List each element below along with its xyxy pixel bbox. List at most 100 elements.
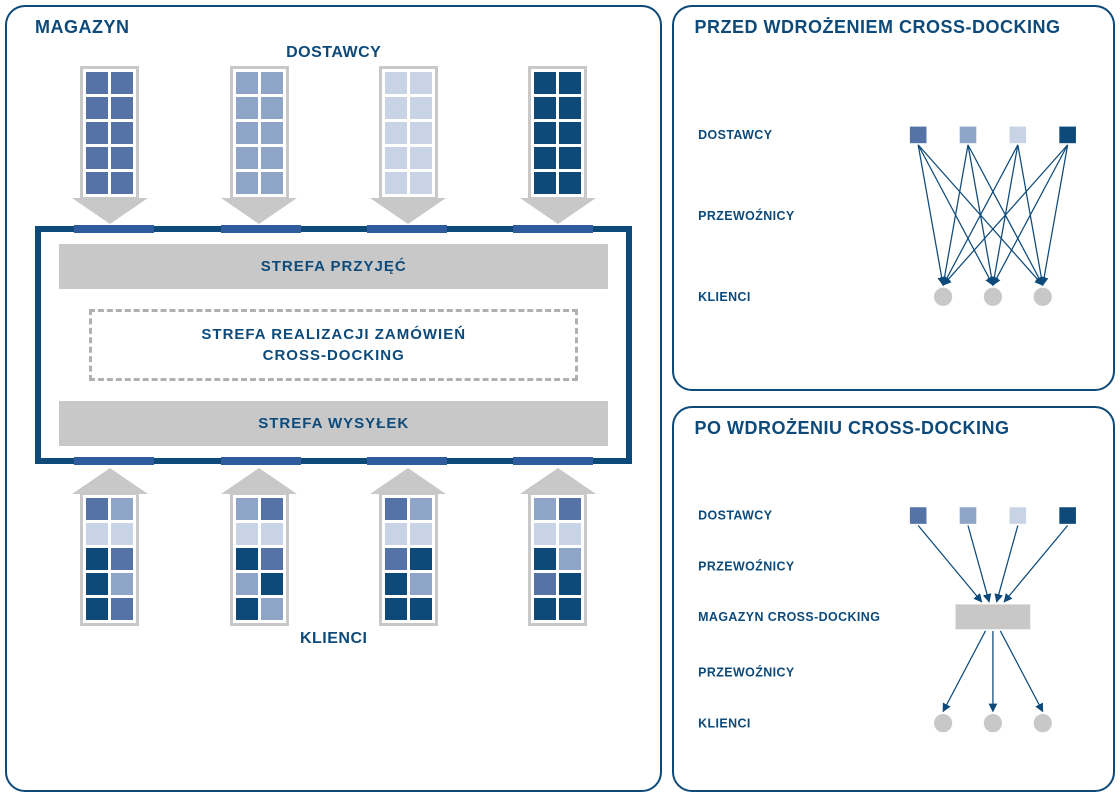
cargo-cell bbox=[559, 97, 581, 119]
flow-arrow bbox=[944, 145, 1069, 285]
supplier-node bbox=[1010, 127, 1027, 144]
cargo-cell bbox=[261, 122, 283, 144]
cargo-cell bbox=[86, 147, 108, 169]
after-network-diagram: DOSTAWCYPRZEWOŹNICYMAGAZYN CROSS-DOCKING… bbox=[694, 445, 1093, 797]
cargo-cell bbox=[111, 122, 133, 144]
cargo-cell bbox=[559, 498, 581, 520]
truck bbox=[72, 468, 148, 626]
flow-arrow bbox=[1043, 145, 1068, 285]
dock bbox=[513, 457, 593, 465]
cargo-cell bbox=[385, 147, 407, 169]
zone-shipping: STREFA WYSYŁEK bbox=[59, 401, 608, 446]
cargo-cell bbox=[236, 548, 258, 570]
cargo-cell bbox=[111, 172, 133, 194]
cargo-cell bbox=[385, 548, 407, 570]
cargo-cell bbox=[261, 147, 283, 169]
before-title: PRZED WDROŻENIEM CROSS-DOCKING bbox=[694, 17, 1093, 38]
warehouse-panel: MAGAZYN DOSTAWCY STREFA PRZYJĘĆ STREFA R… bbox=[5, 5, 662, 792]
cargo-cell bbox=[86, 498, 108, 520]
arrow-down-icon bbox=[370, 198, 446, 224]
diagram-label: DOSTAWCY bbox=[699, 128, 774, 142]
client-node bbox=[1034, 288, 1052, 306]
truck bbox=[370, 468, 446, 626]
cargo-cell bbox=[236, 498, 258, 520]
cargo-cell bbox=[385, 573, 407, 595]
cargo-cell bbox=[236, 122, 258, 144]
truck bbox=[520, 66, 596, 224]
after-panel: PO WDROŻENIU CROSS-DOCKING DOSTAWCYPRZEW… bbox=[672, 406, 1115, 792]
cargo-grid bbox=[528, 66, 587, 200]
flow-arrow bbox=[1001, 631, 1043, 712]
cargo-cell bbox=[111, 97, 133, 119]
client-node bbox=[984, 288, 1002, 306]
cargo-cell bbox=[534, 172, 556, 194]
flow-arrow bbox=[944, 145, 969, 285]
dock bbox=[74, 225, 154, 233]
cargo-cell bbox=[410, 523, 432, 545]
cargo-cell bbox=[385, 523, 407, 545]
cargo-cell bbox=[559, 147, 581, 169]
cargo-cell bbox=[111, 523, 133, 545]
flow-arrow bbox=[919, 145, 944, 285]
cargo-cell bbox=[236, 147, 258, 169]
cargo-cell bbox=[111, 147, 133, 169]
diagram-label: PRZEWOŹNICY bbox=[699, 558, 796, 573]
cargo-grid bbox=[230, 492, 289, 626]
supplier-node bbox=[1060, 127, 1077, 144]
warehouse-frame: STREFA PRZYJĘĆ STREFA REALIZACJI ZAMÓWIE… bbox=[35, 226, 632, 464]
shipping-docks bbox=[41, 457, 626, 465]
cargo-grid bbox=[230, 66, 289, 200]
dock bbox=[367, 225, 447, 233]
suppliers-label: DOSTAWCY bbox=[35, 44, 632, 62]
cargo-cell bbox=[111, 573, 133, 595]
truck bbox=[221, 468, 297, 626]
cargo-cell bbox=[86, 548, 108, 570]
dock bbox=[74, 457, 154, 465]
supplier-node bbox=[910, 127, 927, 144]
cargo-cell bbox=[86, 573, 108, 595]
cargo-cell bbox=[534, 548, 556, 570]
diagram-label: KLIENCI bbox=[699, 716, 752, 730]
cargo-cell bbox=[111, 72, 133, 94]
cargo-cell bbox=[410, 122, 432, 144]
arrow-up-icon bbox=[221, 468, 297, 494]
cargo-cell bbox=[410, 573, 432, 595]
dock bbox=[221, 225, 301, 233]
after-title: PO WDROŻENIU CROSS-DOCKING bbox=[694, 418, 1093, 439]
cargo-cell bbox=[410, 97, 432, 119]
zone-cross-docking: STREFA REALIZACJI ZAMÓWIEŃ CROSS-DOCKING bbox=[89, 309, 578, 381]
cargo-cell bbox=[261, 523, 283, 545]
diagram-label: PRZEWOŹNICY bbox=[699, 665, 796, 680]
flow-arrow bbox=[919, 526, 983, 602]
cargo-cell bbox=[111, 498, 133, 520]
receiving-docks bbox=[41, 225, 626, 233]
cargo-cell bbox=[534, 498, 556, 520]
cargo-cell bbox=[111, 598, 133, 620]
cargo-grid bbox=[528, 492, 587, 626]
flow-arrow bbox=[968, 526, 989, 602]
cargo-grid bbox=[379, 66, 438, 200]
supplier-node bbox=[1010, 507, 1027, 524]
cargo-cell bbox=[385, 498, 407, 520]
diagram-label: PRZEWOŹNICY bbox=[699, 208, 796, 223]
cargo-cell bbox=[559, 523, 581, 545]
client-node bbox=[984, 714, 1002, 732]
cargo-cell bbox=[86, 72, 108, 94]
flow-arrow bbox=[993, 145, 1068, 285]
supplier-node bbox=[960, 507, 977, 524]
cargo-cell bbox=[559, 548, 581, 570]
cargo-cell bbox=[385, 172, 407, 194]
cargo-cell bbox=[559, 573, 581, 595]
cargo-cell bbox=[410, 172, 432, 194]
arrow-up-icon bbox=[370, 468, 446, 494]
cargo-cell bbox=[534, 72, 556, 94]
arrow-up-icon bbox=[72, 468, 148, 494]
cargo-cell bbox=[385, 97, 407, 119]
client-trucks-row bbox=[35, 468, 632, 626]
arrow-down-icon bbox=[520, 198, 596, 224]
cargo-cell bbox=[559, 598, 581, 620]
cargo-cell bbox=[534, 97, 556, 119]
dock bbox=[221, 457, 301, 465]
truck bbox=[72, 66, 148, 224]
client-node bbox=[934, 288, 952, 306]
